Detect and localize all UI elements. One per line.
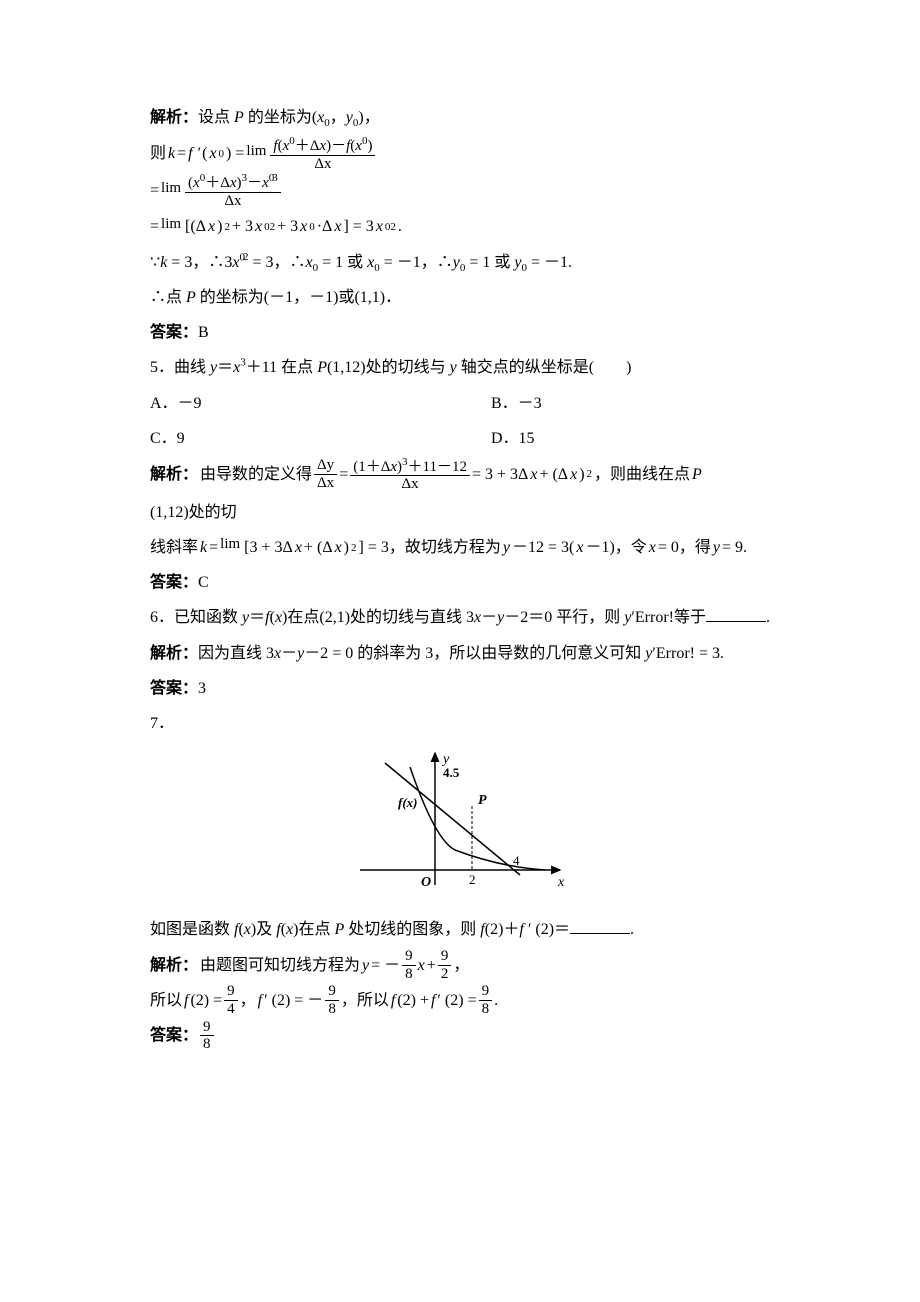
- lim-symbol: lim: [220, 537, 240, 558]
- svg-text:2: 2: [469, 872, 476, 887]
- frac-98: 98: [402, 948, 416, 982]
- q7-jiexi-1: 解析： 由题图可知切线方程为 y = － 98x + 92 ，: [150, 948, 770, 983]
- graph-svg: yxO4.5Pf(x)24: [350, 745, 570, 895]
- p1-eq-line5: ∵k = 3，∴3x02 = 3，∴x0 = 1 或 x0 = －1，∴y0 =…: [150, 245, 770, 280]
- frac-dy-dx: ΔyΔx: [314, 457, 337, 491]
- svg-text:4.5: 4.5: [443, 765, 460, 780]
- q7-answer: 答案： 98: [150, 1018, 770, 1053]
- answer-label: 答案：: [150, 324, 198, 341]
- svg-text:4: 4: [513, 853, 520, 868]
- q5-jiexi-1: 解析： 由导数的定义得 ΔyΔx = (1＋Δx)3＋11－12 Δx = 3 …: [150, 456, 770, 530]
- q5-choices-row2: C．9 D．15: [150, 421, 770, 456]
- frac-1: f(x0＋Δx)－f(x0) Δx: [270, 135, 375, 172]
- answer-label: 答案：: [150, 1018, 198, 1053]
- frac-94: 94: [224, 983, 238, 1017]
- q7-jiexi-2: 所以 f(2) = 94 ，f ′ (2) = － 98 ，所以 f(2) + …: [150, 983, 770, 1018]
- p1-eq-line4: = lim [(Δx)2 + 3x02 + 3x0·Δx] = 3x02.: [150, 209, 770, 244]
- answer-label: 答案：: [150, 680, 198, 697]
- q7-caption: 如图是函数 f(x)及 f(x)在点 P 处切线的图象，则 f(2)＋f ′ (…: [150, 912, 770, 947]
- svg-text:f(x): f(x): [398, 795, 418, 810]
- p1-eq-line3: = lim (x0＋Δx)3－x03 Δx: [150, 172, 770, 209]
- frac-98b: 98: [325, 983, 339, 1017]
- jiexi-label: 解析：: [150, 109, 198, 126]
- blank: [706, 605, 766, 622]
- jiexi-label: 解析：: [150, 457, 198, 492]
- q5-jiexi-2: 线斜率 k = lim [3 + 3Δx + (Δx)2] = 3，故切线方程为…: [150, 530, 770, 565]
- q6-answer: 答案：3: [150, 671, 770, 706]
- frac-q5: (1＋Δx)3＋11－12 Δx: [350, 456, 470, 493]
- q5-choice-c: C．9: [150, 421, 491, 456]
- jiexi-label: 解析：: [150, 645, 198, 662]
- svg-text:x: x: [557, 875, 565, 890]
- p1-eq-line2: 则 k = f ′ (x0) = lim f(x0＋Δx)－f(x0) Δx: [150, 135, 770, 172]
- lim-symbol: lim: [246, 144, 266, 165]
- frac-92: 92: [438, 948, 452, 982]
- q6-stem: 6．已知函数 y＝f(x)在点(2,1)处的切线与直线 3x－y－2＝0 平行，…: [150, 600, 770, 635]
- frac-ans: 98: [200, 1019, 214, 1053]
- frac-2: (x0＋Δx)3－x03 Δx: [185, 172, 281, 209]
- q5-choice-a: A．－9: [150, 386, 491, 421]
- q5-choices-row1: A．－9 B．－3: [150, 386, 770, 421]
- q6-jiexi: 解析：因为直线 3x－y－2 = 0 的斜率为 3，所以由导数的几何意义可知 y…: [150, 636, 770, 671]
- lim-symbol: lim: [161, 181, 181, 202]
- q5-stem: 5．曲线 y＝x3＋11 在点 P(1,12)处的切线与 y 轴交点的纵坐标是(…: [150, 350, 770, 385]
- p1-eq-line6: ∴点 P 的坐标为(－1，－1)或(1,1)．: [150, 280, 770, 315]
- answer-label: 答案：: [150, 574, 198, 591]
- lim-symbol: lim: [161, 217, 181, 238]
- q5-answer: 答案：C: [150, 565, 770, 600]
- svg-text:P: P: [478, 793, 487, 808]
- q7-figure: yxO4.5Pf(x)24: [150, 745, 770, 908]
- q5-choice-d: D．15: [491, 421, 770, 456]
- blank: [570, 917, 630, 934]
- p1-jiexi-line1: 解析：设点 P 的坐标为(x0，y0)，: [150, 100, 770, 135]
- q7-num: 7．: [150, 706, 770, 741]
- svg-text:O: O: [421, 875, 431, 890]
- frac-98c: 98: [479, 983, 493, 1017]
- p1-answer: 答案：B: [150, 315, 770, 350]
- jiexi-label: 解析：: [150, 948, 198, 983]
- q5-choice-b: B．－3: [491, 386, 770, 421]
